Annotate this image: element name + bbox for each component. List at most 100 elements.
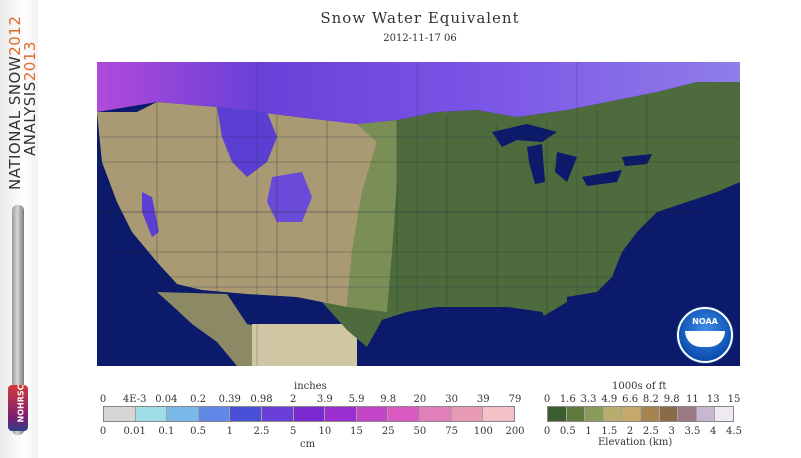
- swe-inches-tick-label: 30: [445, 394, 458, 405]
- elevation-km-ticks: 0 0.5 1 1.5 2 2.5 3 3.5 4 4.5: [543, 426, 742, 438]
- swe-cm-tick-label: 2.5: [253, 426, 270, 437]
- elevation-color-swatch: [715, 407, 733, 421]
- swe-inches-tick-label: 39: [476, 394, 490, 405]
- swe-color-swatch: [104, 407, 136, 421]
- nohrsc-badge-text: NOHRSC: [16, 384, 26, 423]
- swe-inches-tick-label: 0.04: [155, 394, 178, 405]
- swe-inches-tick-label: 9.8: [380, 394, 397, 405]
- swe-color-swatch: [230, 407, 263, 421]
- swe-inches-tick-label: 20: [413, 394, 427, 405]
- swe-color-swatch: [483, 407, 514, 421]
- elevation-ft-tick-label: 1.6: [559, 394, 576, 405]
- banner-year-2: 2013: [21, 41, 39, 82]
- swe-color-swatch: [198, 407, 231, 421]
- snow-cover-sierra: [142, 192, 159, 237]
- swe-color-swatch: [451, 407, 484, 421]
- nohrsc-badge: NOHRSC: [8, 385, 28, 431]
- swe-cm-tick-label: 25: [381, 426, 395, 437]
- swe-inches-tick-label: 4E-3: [122, 394, 147, 405]
- elevation-km-tick-label: 0.5: [559, 426, 576, 437]
- elevation-ft-tick-label: 4.9: [601, 394, 618, 405]
- swe-inches-tick-label: 3.9: [316, 394, 333, 405]
- elevation-color-swatch: [548, 407, 567, 421]
- snow-cover-rockies: [217, 107, 277, 177]
- swe-inches-tick-label: 0: [99, 394, 107, 405]
- elevation-legend-unit: Elevation (km): [598, 437, 673, 448]
- swe-inches-tick-label: 0.98: [250, 394, 273, 405]
- swe-cm-tick-label: 50: [413, 426, 427, 437]
- noaa-logo-text: NOAA: [692, 317, 718, 326]
- elevation-color-swatch: [678, 407, 697, 421]
- elevation-color-swatch: [585, 407, 604, 421]
- swe-inches-ticks: 0 4E-3 0.04 0.2 0.39 0.98 2 3.9 5.9 9.8 20 30 39 79: [99, 394, 522, 406]
- west-terrain: [97, 102, 377, 307]
- swe-cm-tick-label: 200: [505, 426, 525, 437]
- swe-color-swatch: [262, 407, 294, 421]
- elevation-ft-tick-label: 15: [727, 394, 741, 405]
- swe-color-scale: [103, 406, 515, 422]
- swe-color-swatch: [325, 407, 357, 421]
- swe-inches-tick-label: 0.2: [190, 394, 207, 405]
- sidebar-banner: NATIONAL SNOW2012 ANALYSIS2013 NOHRSC: [0, 0, 39, 458]
- swe-cm-tick-label: 100: [473, 426, 493, 437]
- swe-legend-unit-cm: cm: [300, 439, 316, 450]
- swe-inches-tick-label: 5.9: [348, 394, 365, 405]
- swe-cm-tick-label: 5: [289, 426, 297, 437]
- swe-inches-tick-label: 2: [289, 394, 297, 405]
- elevation-ft-tick-label: 0: [543, 394, 551, 405]
- elevation-km-tick-label: 4: [710, 426, 717, 437]
- swe-cm-tick-label: 1: [226, 426, 233, 437]
- swe-color-swatch: [356, 407, 389, 421]
- elevation-km-tick-label: 2.5: [642, 426, 659, 437]
- elevation-legend-title: 1000s of ft: [612, 381, 667, 392]
- swe-color-swatch: [293, 407, 326, 421]
- elevation-color-scale: [547, 406, 734, 422]
- elevation-km-tick-label: 0: [543, 426, 551, 437]
- swe-cm-tick-label: 0: [99, 426, 107, 437]
- swe-cm-tick-label: 10: [318, 426, 332, 437]
- snow-cover-colorado: [267, 172, 312, 222]
- snow-cover-north: [97, 62, 740, 124]
- elevation-ft-tick-label: 8.2: [642, 394, 659, 405]
- swe-cm-tick-label: 0.01: [123, 426, 146, 437]
- swe-cm-tick-label: 15: [350, 426, 363, 437]
- elevation-color-swatch: [659, 407, 679, 421]
- mexico-box: [252, 324, 357, 366]
- swe-cm-tick-label: 0.5: [190, 426, 207, 437]
- swe-cm-tick-label: 75: [445, 426, 458, 437]
- noaa-logo: NOAA: [677, 307, 733, 363]
- elevation-ft-ticks: 0 1.6 3.3 4.9 6.6 8.2 9.8 11 13 15: [543, 394, 741, 406]
- snow-pole-image: [12, 205, 24, 435]
- snow-water-equivalent-map: [97, 62, 740, 366]
- great-plains: [347, 120, 397, 312]
- page-title: Snow Water Equivalent: [320, 9, 520, 27]
- swe-legend-title: inches: [294, 381, 327, 392]
- elevation-color-swatch: [566, 407, 586, 421]
- grid-lines: [97, 62, 740, 366]
- elevation-ft-tick-label: 13: [706, 394, 720, 405]
- banner-text: NATIONAL SNOW2012 ANALYSIS2013: [6, 16, 46, 190]
- swe-color-swatch: [167, 407, 199, 421]
- gulf-coast-water: [382, 292, 597, 352]
- elevation-color-swatch: [622, 407, 641, 421]
- elevation-ft-tick-label: 3.3: [580, 394, 597, 405]
- elevation-ft-tick-label: 11: [686, 394, 699, 405]
- elevation-km-tick-label: 3: [668, 426, 675, 437]
- elevation-km-tick-label: 1.5: [601, 426, 618, 437]
- swe-color-swatch: [420, 407, 452, 421]
- banner-line-2: ANALYSIS: [21, 81, 39, 156]
- elevation-ft-tick-label: 9.8: [663, 394, 680, 405]
- elevation-km-tick-label: 2: [626, 426, 634, 437]
- elevation-km-tick-label: 4.5: [726, 426, 742, 437]
- elevation-color-swatch: [640, 407, 660, 421]
- analysis-timestamp: 2012-11-17 06: [383, 33, 457, 44]
- swe-inches-tick-label: 0.39: [218, 394, 241, 405]
- elevation-color-swatch: [696, 407, 716, 421]
- elevation-km-tick-label: 1: [585, 426, 592, 437]
- elevation-color-swatch: [603, 407, 623, 421]
- elevation-km-tick-label: 3.5: [684, 426, 701, 437]
- swe-inches-tick-label: 79: [508, 394, 522, 405]
- swe-color-swatch: [388, 407, 421, 421]
- elevation-ft-tick-label: 6.6: [622, 394, 639, 405]
- great-lakes: [492, 124, 652, 186]
